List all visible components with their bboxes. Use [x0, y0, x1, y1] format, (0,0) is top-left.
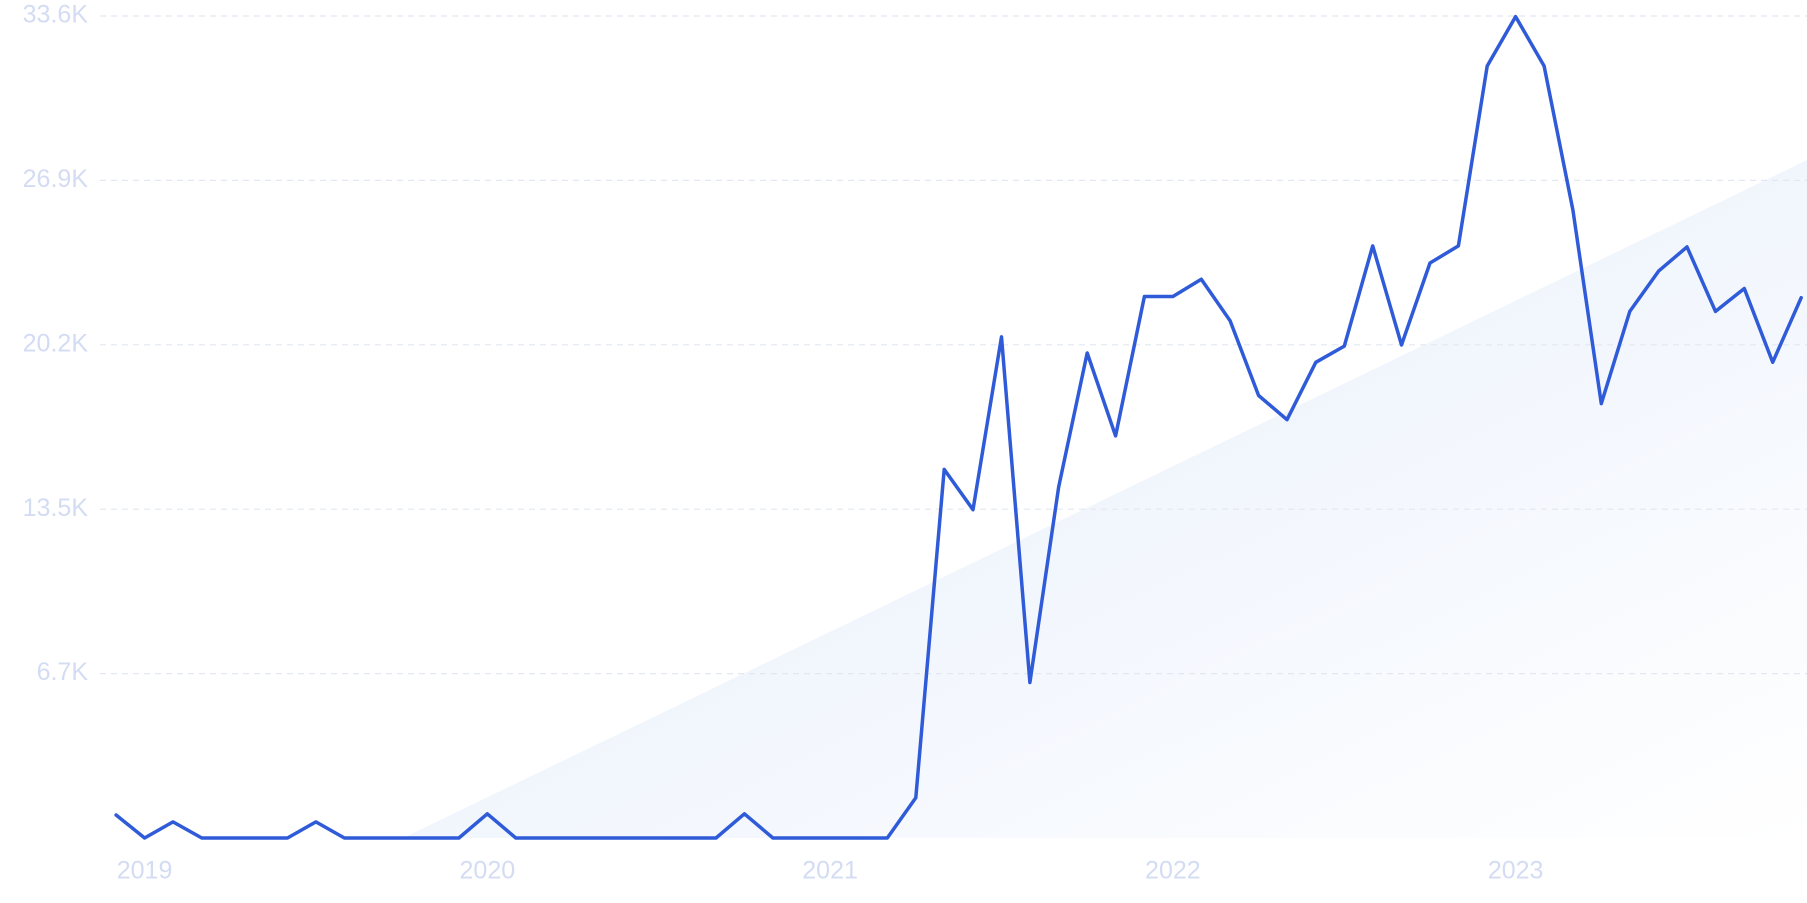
y-tick-label: 26.9K: [23, 165, 89, 193]
x-tick-label: 2023: [1488, 857, 1544, 885]
y-tick-label: 6.7K: [37, 658, 89, 686]
line: [114, 14, 1803, 840]
y-tick-label: 33.6K: [23, 1, 89, 29]
x-tick-label: 2019: [117, 857, 173, 885]
x-tick-label: 2022: [1145, 857, 1201, 885]
y-tick-label: 13.5K: [23, 494, 89, 522]
x-tick-label: 2021: [802, 857, 858, 885]
x-tick-label: 2020: [460, 857, 516, 885]
y-tick-label: 20.2K: [23, 329, 89, 357]
trend-area: [403, 160, 1807, 838]
